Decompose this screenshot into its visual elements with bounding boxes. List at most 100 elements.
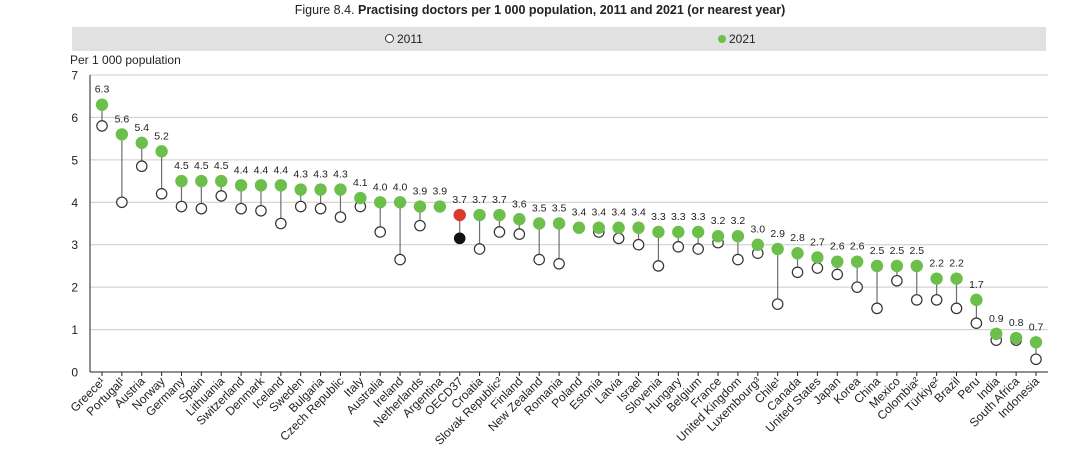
data-label: 6.3 xyxy=(95,84,110,96)
data-label: 3.7 xyxy=(472,194,487,206)
marker-2021 xyxy=(930,272,943,285)
marker-2021 xyxy=(990,327,1003,341)
marker-2021 xyxy=(393,196,407,209)
data-label: 2.5 xyxy=(870,245,885,257)
hollow-circle-icon xyxy=(385,34,394,44)
marker-2011 xyxy=(175,200,188,213)
data-label: 2.7 xyxy=(810,236,825,248)
marker-2011 xyxy=(294,200,307,213)
marker-2011 xyxy=(632,238,645,251)
data-label: 4.4 xyxy=(254,164,269,176)
marker-2011 xyxy=(652,260,665,272)
marker-2021 xyxy=(850,255,864,268)
marker-2011 xyxy=(215,190,228,202)
marker-2021 xyxy=(215,174,228,188)
marker-2011 xyxy=(672,241,685,253)
data-label: 2.6 xyxy=(850,241,865,253)
legend-label-2011: 2011 xyxy=(397,32,423,46)
marker-2011 xyxy=(811,262,824,274)
marker-2021 xyxy=(672,225,685,239)
marker-2011 xyxy=(1030,353,1042,366)
data-label: 3.5 xyxy=(532,203,547,215)
data-label: 4.5 xyxy=(194,160,209,172)
marker-2021 xyxy=(135,136,148,150)
marker-2011 xyxy=(692,243,704,255)
marker-2011 xyxy=(314,202,327,215)
marker-2021 xyxy=(831,255,844,268)
marker-2011 xyxy=(453,232,466,245)
marker-2021 xyxy=(870,259,884,273)
y-tick-label: 6 xyxy=(71,111,78,125)
legend-item-2021: 2021 xyxy=(718,31,756,47)
marker-2021 xyxy=(652,225,665,239)
marker-2011 xyxy=(135,160,148,173)
data-label: 4.5 xyxy=(214,160,229,172)
marker-2011 xyxy=(612,232,625,245)
marker-2011 xyxy=(950,302,963,315)
marker-2021 xyxy=(95,98,109,111)
data-label: 5.6 xyxy=(115,113,130,125)
marker-2021 xyxy=(453,208,466,222)
marker-2011 xyxy=(334,211,347,223)
marker-2011 xyxy=(930,294,943,306)
y-axis-label: Per 1 000 population xyxy=(70,53,181,67)
marker-2021 xyxy=(274,179,288,192)
marker-2011 xyxy=(414,219,426,232)
marker-2021 xyxy=(950,272,963,285)
marker-2021 xyxy=(513,213,526,226)
y-tick-label: 2 xyxy=(71,281,78,295)
marker-2021 xyxy=(195,174,208,188)
marker-2021 xyxy=(294,183,307,196)
data-label: 1.7 xyxy=(969,279,984,291)
marker-2011 xyxy=(255,204,267,217)
marker-2021 xyxy=(572,221,586,234)
marker-2021 xyxy=(890,259,904,273)
marker-2011 xyxy=(831,268,844,281)
marker-2011 xyxy=(473,243,486,255)
chart-title: Practising doctors per 1 000 population,… xyxy=(357,3,786,17)
marker-2021 xyxy=(473,208,486,222)
marker-2011 xyxy=(910,294,923,306)
data-label: 4.3 xyxy=(333,169,348,181)
data-label: 3.4 xyxy=(592,207,607,219)
marker-2021 xyxy=(632,221,645,234)
marker-2011 xyxy=(553,258,565,270)
marker-2021 xyxy=(811,251,824,264)
data-label: 0.8 xyxy=(1009,317,1024,329)
marker-2011 xyxy=(513,228,526,240)
data-label: 3.4 xyxy=(611,207,626,219)
data-label: 4.1 xyxy=(353,177,368,189)
data-label: 5.4 xyxy=(134,122,149,134)
marker-2021 xyxy=(592,221,606,234)
data-label: 4.0 xyxy=(373,181,388,193)
data-label: 2.6 xyxy=(830,241,845,253)
y-tick-label: 7 xyxy=(71,69,78,83)
marker-2021 xyxy=(254,179,268,192)
data-label: 3.4 xyxy=(631,207,646,219)
marker-2021 xyxy=(314,183,327,196)
data-label: 2.5 xyxy=(890,245,905,257)
data-label: 4.4 xyxy=(234,164,249,176)
marker-2011 xyxy=(891,274,903,287)
marker-2021 xyxy=(155,145,168,158)
filled-circle-icon xyxy=(718,34,726,43)
marker-2011 xyxy=(235,202,247,215)
marker-2011 xyxy=(116,196,128,209)
marker-2021 xyxy=(711,230,725,243)
marker-2021 xyxy=(115,128,129,141)
marker-2021 xyxy=(612,221,625,234)
legend: 2011 2021 xyxy=(72,27,1046,51)
data-label: 5.2 xyxy=(154,130,169,142)
data-label: 2.2 xyxy=(929,258,944,270)
marker-2021 xyxy=(731,230,745,243)
marker-2011 xyxy=(195,202,208,215)
figure-title: Figure 8.4. Practising doctors per 1 000… xyxy=(0,2,1080,18)
data-label: 0.7 xyxy=(1029,321,1044,333)
y-tick-label: 1 xyxy=(71,323,78,337)
marker-2021 xyxy=(910,259,923,273)
marker-2021 xyxy=(552,217,566,230)
marker-2011 xyxy=(970,317,983,330)
marker-2021 xyxy=(374,196,387,209)
data-label: 2.9 xyxy=(770,228,785,240)
